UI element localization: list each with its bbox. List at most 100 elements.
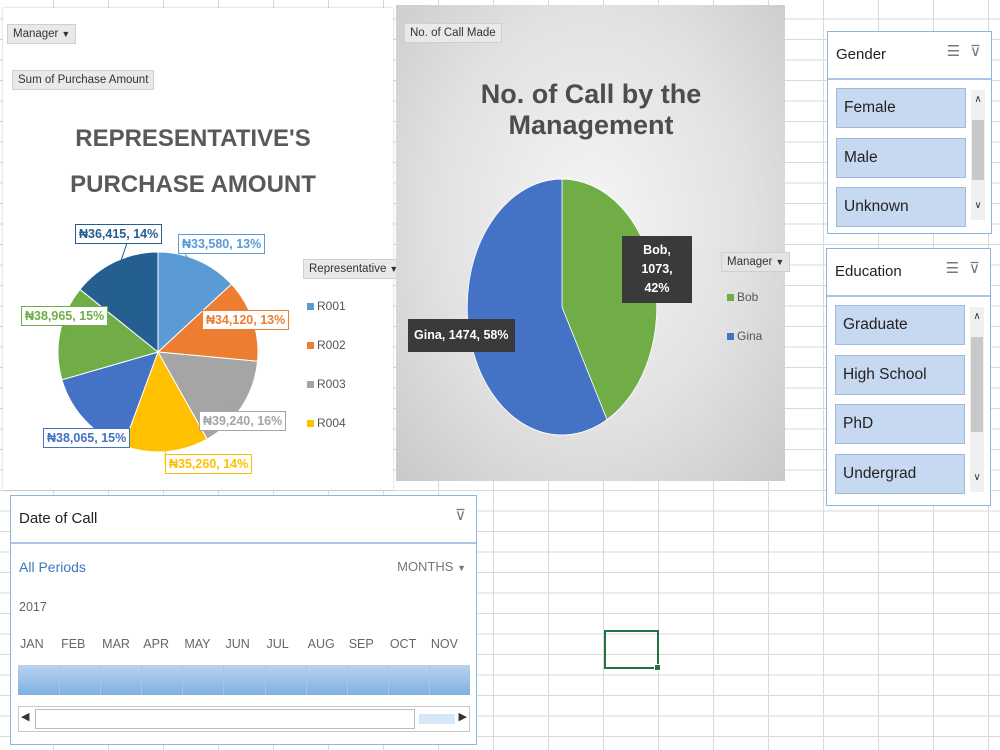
legend-swatch <box>307 302 314 310</box>
month-divider <box>141 665 143 695</box>
gender-scrollbar[interactable]: ∧ ∨ <box>971 90 985 220</box>
timeline-selection-label: All Periods <box>19 559 86 575</box>
month-divider <box>305 665 307 695</box>
scroll-right-icon[interactable]: ▶ <box>458 711 467 723</box>
scroll-thumb[interactable] <box>972 120 984 180</box>
month-divider <box>100 665 102 695</box>
legend-swatch <box>307 341 314 349</box>
month-label-oct[interactable]: OCT <box>389 637 417 651</box>
gender-item-unknown[interactable]: Unknown <box>836 187 966 227</box>
month-divider <box>428 665 430 695</box>
manager-filter-button[interactable]: Manager ▼ <box>7 24 77 44</box>
education-slicer[interactable]: Education ☰ ⊽ ∧ ∨ Graduate High School PhD U… <box>826 248 991 506</box>
selected-cell[interactable] <box>604 630 661 671</box>
dropdown-arrow-icon: ▼ <box>775 257 785 267</box>
timeline-level-label: MONTHS <box>397 559 454 574</box>
legend-swatch <box>727 293 734 301</box>
timeline-title: Date of Call <box>19 510 98 527</box>
gender-slicer-title: Gender <box>836 46 887 63</box>
data-label-gina-text: Gina, 1474, 58% <box>414 328 509 342</box>
gender-item-male[interactable]: Male <box>836 137 966 178</box>
month-label-jul[interactable]: JUL <box>266 637 289 651</box>
education-item-phd[interactable]: PhD <box>835 404 965 444</box>
month-label-jun[interactable]: JUN <box>225 637 250 651</box>
sum-purchase-field-button[interactable]: Sum of Purchase Amount <box>12 70 155 90</box>
month-label-feb[interactable]: FEB <box>61 637 86 651</box>
month-label-sep[interactable]: SEP <box>348 637 374 651</box>
legend-label: R004 <box>317 416 346 430</box>
month-label-jan[interactable]: JAN <box>20 637 44 651</box>
manager-legend-filter-label: Manager <box>727 256 773 268</box>
calls-field-label: No. of Call Made <box>410 27 496 39</box>
chart-title: No. of Call by the Management <box>480 79 702 140</box>
education-slicer-header: Education ☰ ⊽ <box>827 249 990 297</box>
legend-label: R002 <box>317 338 346 352</box>
legend-label: Gina <box>737 329 763 343</box>
calls-by-management-chart[interactable]: No. of Call Made No. of Call by the Mana… <box>396 5 791 481</box>
legend-item-r004[interactable]: R004 <box>307 416 346 430</box>
representative-filter-button[interactable]: Representative ▼ <box>303 259 405 279</box>
month-divider <box>387 665 389 695</box>
legend-item-bob[interactable]: Bob <box>727 290 758 304</box>
legend-label: Bob <box>737 290 759 304</box>
education-scrollbar[interactable]: ∧ ∨ <box>970 307 984 492</box>
education-item-graduate[interactable]: Graduate <box>835 305 965 345</box>
legend-item-r001[interactable]: R001 <box>307 299 346 313</box>
month-divider <box>264 665 266 695</box>
education-item-undergrad[interactable]: Undergrad <box>835 453 965 494</box>
data-label-r002: ₦34,120, 13% <box>202 310 290 330</box>
gender-slicer-header: Gender ☰ ⊽ <box>828 32 991 80</box>
purchase-amount-chart[interactable]: Manager ▼ Sum of Purchase Amount REPRESEN… <box>3 8 405 490</box>
data-label-bob-line1: Bob, 1073, <box>641 243 673 276</box>
timeline-bar[interactable] <box>18 665 470 695</box>
scroll-down-icon[interactable]: ∨ <box>974 200 982 211</box>
education-item-high-school[interactable]: High School <box>835 354 965 395</box>
dropdown-arrow-icon: ▼ <box>389 264 399 274</box>
month-label-mar[interactable]: MAR <box>102 637 130 651</box>
legend-item-gina[interactable]: Gina <box>727 329 762 343</box>
legend-item-r003[interactable]: R003 <box>307 377 346 391</box>
manager-legend-filter-button[interactable]: Manager ▼ <box>721 252 791 272</box>
month-label-may[interactable]: MAY <box>184 637 211 651</box>
multi-select-icon[interactable]: ☰ <box>945 260 960 277</box>
pie-slice-r001[interactable] <box>157 251 233 354</box>
timeline-year: 2017 <box>19 600 47 614</box>
data-label-gina: Gina, 1474, 58% <box>408 319 515 352</box>
clear-filter-icon[interactable]: ⊽ <box>969 260 980 277</box>
legend-label: R003 <box>317 377 346 391</box>
data-label-r005: ₦38,065, 15% <box>43 428 131 448</box>
scroll-thumb[interactable] <box>35 709 415 729</box>
data-label-r007: ₦36,415, 14% <box>75 224 163 244</box>
scroll-down-icon[interactable]: ∨ <box>973 472 981 483</box>
calls-field-button[interactable]: No. of Call Made <box>404 23 502 43</box>
clear-filter-icon[interactable]: ⊽ <box>455 507 466 524</box>
date-of-call-timeline[interactable]: Date of Call ⊽ All Periods MONTHS ▼ 2017… <box>10 495 477 745</box>
chart-title: REPRESENTATIVE'S PURCHASE AMOUNT <box>70 125 316 198</box>
month-label-nov[interactable]: NOV <box>430 637 458 651</box>
sum-purchase-field-label: Sum of Purchase Amount <box>18 74 149 86</box>
dropdown-arrow-icon: ▼ <box>61 29 71 39</box>
month-divider <box>346 665 348 695</box>
scroll-left-icon[interactable]: ◀ <box>21 711 30 723</box>
data-label-bob-line2: 42% <box>644 281 670 295</box>
scroll-thumb[interactable] <box>971 337 983 432</box>
timeline-level-dropdown[interactable]: MONTHS ▼ <box>397 559 466 574</box>
timeline-scrollbar[interactable]: ◀ ▶ <box>18 706 470 732</box>
scroll-up-icon[interactable]: ∧ <box>973 311 981 322</box>
data-label-r004: ₦35,260, 14% <box>165 454 253 474</box>
clear-filter-icon[interactable]: ⊽ <box>970 43 981 60</box>
pie-slice-r007[interactable] <box>79 251 159 354</box>
data-label-r003: ₦39,240, 16% <box>199 411 287 431</box>
multi-select-icon[interactable]: ☰ <box>946 43 961 60</box>
scroll-up-icon[interactable]: ∧ <box>974 94 982 105</box>
month-label-aug[interactable]: AUG <box>307 637 335 651</box>
gender-slicer[interactable]: Gender ☰ ⊽ ∧ ∨ Female Male Unknown <box>827 31 992 234</box>
legend-swatch <box>307 380 314 388</box>
calls-pie <box>466 178 658 436</box>
legend-swatch <box>307 419 314 427</box>
gender-item-female[interactable]: Female <box>836 88 966 128</box>
legend-item-r002[interactable]: R002 <box>307 338 346 352</box>
month-label-apr[interactable]: APR <box>143 637 169 651</box>
data-label-bob: Bob, 1073, 42% <box>622 236 692 303</box>
data-label-r006: ₦38,965, 15% <box>21 306 109 326</box>
